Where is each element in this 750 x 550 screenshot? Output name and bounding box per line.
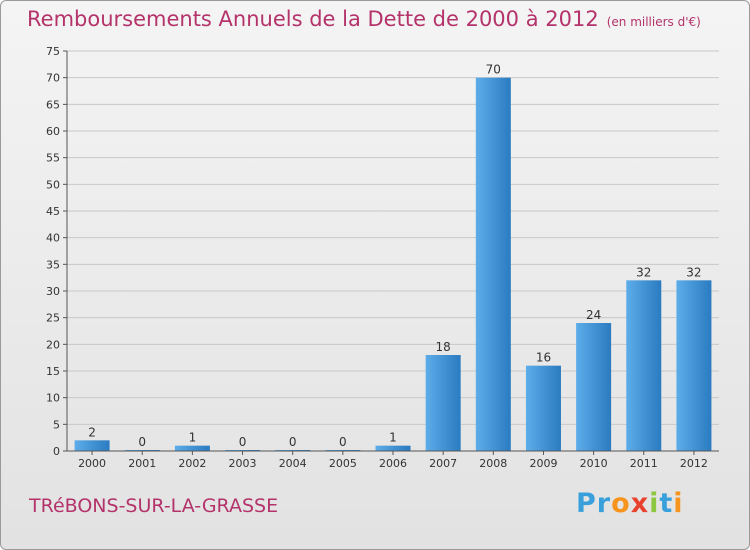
y-tick-label: 30	[46, 285, 60, 298]
logo-letter: x	[630, 488, 650, 519]
bar	[676, 280, 712, 451]
logo-letter: i	[649, 488, 660, 519]
bar	[475, 77, 511, 452]
data-label: 24	[586, 308, 601, 322]
data-label: 0	[239, 435, 247, 449]
data-label: 2	[88, 425, 96, 439]
data-label: 1	[389, 431, 397, 445]
x-tick-label: 2003	[229, 457, 257, 470]
data-label: 1	[189, 431, 197, 445]
y-tick-label: 45	[46, 205, 60, 218]
x-tick-label: 2007	[429, 457, 457, 470]
data-label: 32	[636, 265, 651, 279]
y-tick-label: 75	[46, 45, 60, 58]
logo-letter: i	[673, 488, 684, 519]
bar	[375, 445, 411, 451]
bar	[626, 280, 662, 451]
data-label: 18	[436, 340, 451, 354]
logo-letter: t	[659, 488, 674, 519]
bar	[174, 445, 210, 451]
y-tick-label: 20	[46, 338, 60, 351]
data-label: 0	[289, 435, 297, 449]
y-tick-label: 0	[53, 445, 60, 458]
y-tick-label: 40	[46, 232, 60, 245]
data-label: 0	[138, 435, 146, 449]
data-label: 0	[339, 435, 347, 449]
chart-title-text: Remboursements Annuels de la Dette de 20…	[27, 7, 599, 31]
bar	[525, 365, 561, 451]
bar	[425, 355, 461, 451]
data-label: 70	[486, 63, 501, 77]
x-tick-label: 2000	[78, 457, 106, 470]
commune-name: TRéBONS-SUR-LA-GRASSE	[29, 495, 279, 517]
bar	[576, 323, 612, 451]
y-tick-label: 35	[46, 258, 60, 271]
y-tick-label: 60	[46, 125, 60, 138]
x-tick-label: 2012	[680, 457, 708, 470]
proxiti-logo: Proxiti	[576, 488, 684, 519]
chart-unit: (en milliers d'€)	[606, 15, 701, 29]
x-tick-label: 2005	[329, 457, 357, 470]
data-label: 32	[686, 265, 701, 279]
data-label: 16	[536, 351, 551, 365]
y-tick-label: 70	[46, 72, 60, 85]
x-tick-label: 2002	[178, 457, 206, 470]
x-tick-label: 2011	[630, 457, 658, 470]
y-tick-label: 25	[46, 312, 60, 325]
x-axis-ticks: 2000 2001 2002 2003 2004 2005 2006 2007 2008 2009…	[78, 451, 708, 470]
y-tick-label: 50	[46, 178, 60, 191]
data-labels: 2 0 1 0 0 0 1 18 70 16 24 32 32	[88, 63, 701, 449]
y-tick-label: 5	[53, 418, 60, 431]
y-tick-label: 10	[46, 392, 60, 405]
bar	[74, 440, 110, 451]
gridlines	[67, 50, 719, 452]
y-tick-label: 55	[46, 152, 60, 165]
x-tick-label: 2010	[580, 457, 608, 470]
logo-letter: P	[576, 488, 597, 519]
x-tick-label: 2004	[279, 457, 307, 470]
logo-letter: o	[611, 488, 631, 519]
chart-title: Remboursements Annuels de la Dette de 20…	[27, 7, 701, 31]
x-tick-label: 2009	[529, 457, 557, 470]
x-tick-label: 2006	[379, 457, 407, 470]
x-tick-label: 2008	[479, 457, 507, 470]
logo-letter: r	[596, 488, 612, 519]
y-axis-ticks: 0 5 10 15 20 25 30 35 40 45 50 55 60 65 70 75	[46, 45, 67, 458]
y-tick-label: 65	[46, 98, 60, 111]
y-tick-label: 15	[46, 365, 60, 378]
x-tick-label: 2001	[128, 457, 156, 470]
bars	[74, 77, 712, 452]
